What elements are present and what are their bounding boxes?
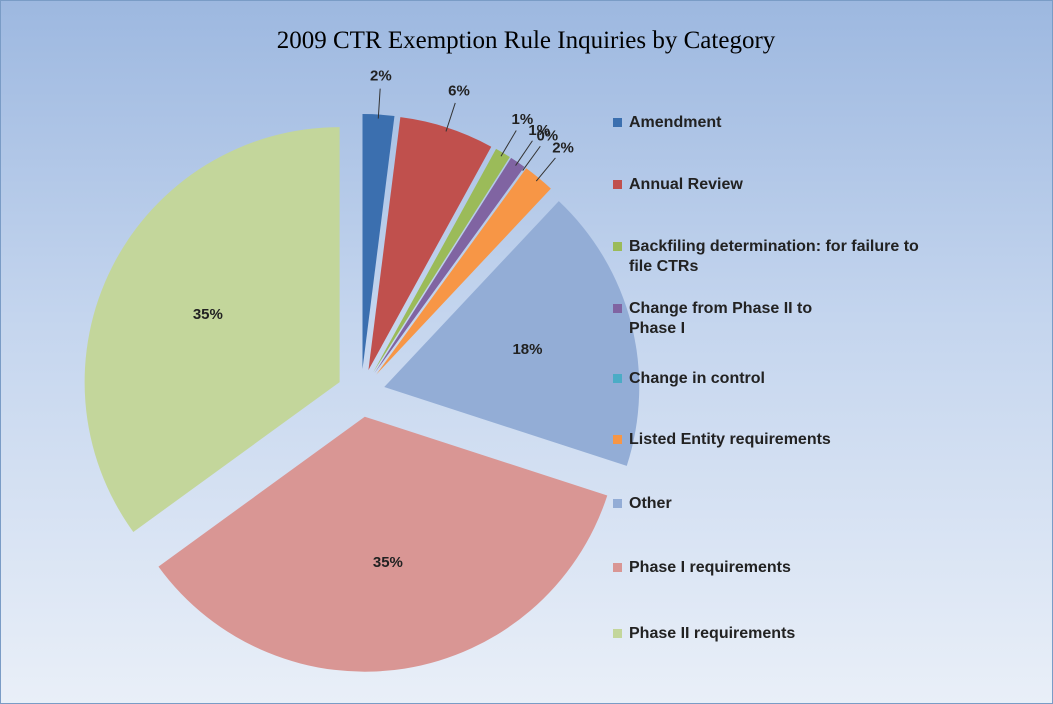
legend-label: Change in control	[629, 370, 765, 387]
leader-line	[515, 140, 533, 166]
data-label: 0%	[536, 128, 558, 145]
legend-swatch	[613, 629, 622, 638]
legend-swatch	[613, 242, 622, 251]
leader-line	[522, 145, 541, 171]
pie-slice	[374, 157, 525, 374]
leader-line	[377, 88, 381, 119]
legend-label: Backfiling determination: for failure to…	[629, 238, 919, 275]
data-label: 2%	[552, 140, 574, 157]
data-label: 35%	[193, 306, 223, 323]
legend-swatch	[613, 118, 622, 127]
data-label: 35%	[373, 554, 403, 571]
chart-title: 2009 CTR Exemption Rule Inquiries by Cat…	[277, 27, 776, 54]
legend-swatch	[613, 180, 622, 189]
data-label: 1%	[512, 111, 534, 128]
data-label: 18%	[512, 341, 542, 358]
legend-swatch	[613, 499, 622, 508]
legend-label: Change from Phase II to Phase I	[629, 300, 813, 337]
legend-swatch	[613, 563, 622, 572]
legend-label: Phase I requirements	[629, 559, 791, 576]
data-label: 6%	[448, 82, 470, 99]
pie-slice	[384, 201, 640, 466]
data-label: 1%	[528, 122, 550, 139]
pie-slice	[376, 168, 551, 375]
legend-label: Phase II requirements	[629, 625, 796, 642]
pie-slice	[84, 127, 340, 532]
pie-slice	[368, 117, 492, 371]
leader-line	[445, 102, 456, 132]
legend-label: Annual Review	[629, 176, 743, 193]
pie-slice	[375, 167, 525, 374]
legend-label: Other	[629, 495, 672, 512]
pie-slice	[373, 148, 510, 373]
leader-line	[535, 157, 556, 182]
pie-slice	[158, 416, 608, 672]
legend-swatch	[613, 304, 622, 313]
data-label: 2%	[370, 68, 392, 85]
pie-slice	[362, 114, 395, 370]
leader-line	[500, 130, 517, 157]
legend-label: Amendment	[629, 114, 722, 131]
legend-swatch	[613, 374, 622, 383]
legend-label: Listed Entity requirements	[629, 431, 831, 448]
legend-swatch	[613, 435, 622, 444]
